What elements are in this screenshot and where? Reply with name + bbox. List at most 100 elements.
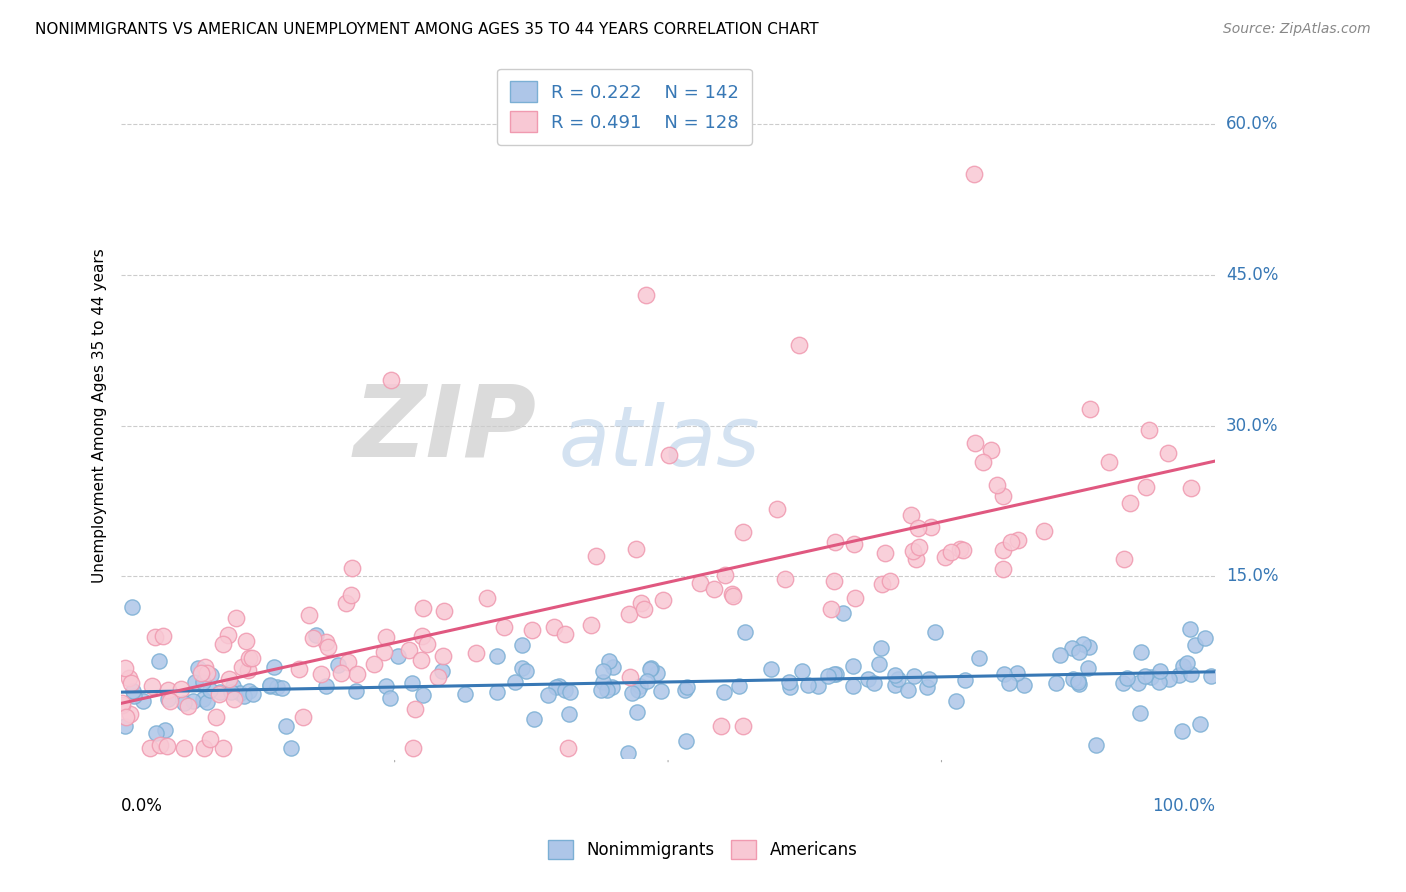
- Point: [401, 676, 423, 690]
- Point: [733, 719, 755, 733]
- Point: [884, 668, 907, 682]
- Point: [291, 710, 314, 724]
- Point: [465, 646, 488, 660]
- Point: [907, 521, 929, 535]
- Point: [1147, 675, 1170, 690]
- Point: [915, 680, 938, 694]
- Point: [1067, 645, 1090, 659]
- Text: atlas: atlas: [558, 402, 761, 483]
- Text: 60.0%: 60.0%: [1226, 114, 1278, 133]
- Point: [638, 662, 661, 676]
- Legend: R = 0.222    N = 142, R = 0.491    N = 128: R = 0.222 N = 142, R = 0.491 N = 128: [496, 69, 752, 145]
- Point: [953, 673, 976, 687]
- Point: [787, 338, 810, 352]
- Point: [596, 683, 619, 698]
- Point: [870, 577, 893, 591]
- Point: [342, 561, 364, 575]
- Point: [114, 710, 136, 724]
- Point: [807, 679, 830, 693]
- Point: [1000, 535, 1022, 549]
- Point: [520, 623, 543, 637]
- Point: [270, 681, 292, 695]
- Point: [238, 683, 260, 698]
- Point: [412, 688, 434, 702]
- Point: [263, 660, 285, 674]
- Point: [222, 692, 245, 706]
- Legend: Nonimmigrants, Americans: Nonimmigrants, Americans: [541, 833, 865, 866]
- Point: [731, 525, 754, 540]
- Point: [1130, 645, 1153, 659]
- Point: [340, 589, 363, 603]
- Point: [1199, 669, 1222, 683]
- Point: [579, 618, 602, 632]
- Point: [908, 540, 931, 554]
- Point: [765, 502, 787, 516]
- Point: [122, 683, 145, 698]
- Point: [868, 657, 890, 671]
- Point: [122, 689, 145, 703]
- Point: [1062, 672, 1084, 686]
- Point: [378, 690, 401, 705]
- Point: [993, 667, 1015, 681]
- Point: [600, 680, 623, 694]
- Point: [363, 657, 385, 672]
- Point: [510, 661, 533, 675]
- Point: [797, 678, 820, 692]
- Point: [544, 680, 567, 694]
- Point: [184, 675, 207, 690]
- Point: [212, 740, 235, 755]
- Point: [624, 541, 647, 556]
- Point: [856, 673, 879, 687]
- Point: [619, 670, 641, 684]
- Point: [236, 664, 259, 678]
- Point: [120, 675, 142, 690]
- Point: [212, 637, 235, 651]
- Point: [195, 695, 218, 709]
- Point: [905, 551, 928, 566]
- Point: [198, 682, 221, 697]
- Point: [242, 687, 264, 701]
- Point: [1135, 480, 1157, 494]
- Point: [728, 679, 751, 693]
- Point: [640, 661, 662, 675]
- Point: [157, 692, 180, 706]
- Point: [156, 739, 179, 754]
- Point: [633, 601, 655, 615]
- Point: [870, 640, 893, 655]
- Point: [454, 687, 477, 701]
- Point: [193, 740, 215, 755]
- Point: [159, 693, 181, 707]
- Point: [1157, 672, 1180, 686]
- Point: [145, 726, 167, 740]
- Text: 30.0%: 30.0%: [1226, 417, 1278, 434]
- Point: [585, 549, 607, 563]
- Point: [149, 738, 172, 752]
- Text: 45.0%: 45.0%: [1226, 266, 1278, 284]
- Point: [193, 675, 215, 690]
- Point: [1114, 552, 1136, 566]
- Point: [993, 562, 1015, 576]
- Point: [841, 679, 863, 693]
- Point: [1067, 676, 1090, 690]
- Point: [305, 628, 328, 642]
- Point: [427, 670, 450, 684]
- Point: [510, 638, 533, 652]
- Point: [651, 592, 673, 607]
- Point: [111, 698, 134, 712]
- Y-axis label: Unemployment Among Ages 35 to 44 years: Unemployment Among Ages 35 to 44 years: [93, 248, 107, 582]
- Point: [190, 666, 212, 681]
- Point: [194, 660, 217, 674]
- Point: [918, 673, 941, 687]
- Point: [673, 683, 696, 698]
- Point: [963, 167, 986, 181]
- Point: [1115, 672, 1137, 686]
- Point: [139, 740, 162, 755]
- Point: [259, 678, 281, 692]
- Point: [1119, 496, 1142, 510]
- Point: [221, 679, 243, 693]
- Point: [823, 667, 845, 681]
- Point: [1175, 656, 1198, 670]
- Point: [411, 629, 433, 643]
- Point: [280, 740, 302, 755]
- Point: [335, 596, 357, 610]
